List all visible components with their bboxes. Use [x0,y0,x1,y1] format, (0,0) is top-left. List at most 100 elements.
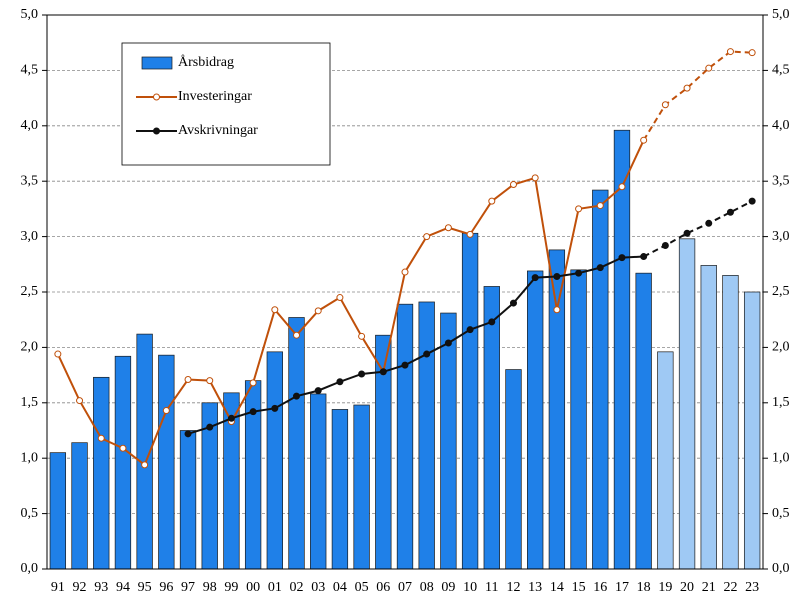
x-tick-label: 20 [680,580,694,595]
bar [678,238,696,570]
bar [635,272,652,570]
x-tick-label: 06 [376,580,390,595]
y2-tick-label: 3,5 [772,173,790,188]
x-tick-label: 94 [116,580,130,595]
bar [505,369,522,570]
series-marker [705,64,713,72]
bar [288,317,305,570]
bar [700,265,717,570]
x-tick-label: 16 [593,580,607,595]
y2-tick-label: 2,5 [772,284,790,299]
bar [49,452,67,570]
bar [483,286,500,570]
bar [353,404,370,570]
series-marker [726,48,734,56]
series-marker [509,181,517,189]
legend-marker [153,127,160,135]
bar [440,312,457,570]
series-marker [553,272,561,280]
series-marker [358,332,366,340]
series-marker [661,101,669,109]
bar [570,269,587,570]
series-marker [423,233,431,241]
series-marker [249,379,257,387]
series-marker [401,268,409,276]
series-marker [444,339,452,347]
x-tick-label: 15 [572,580,586,595]
bar [179,430,197,570]
x-tick-label: 12 [506,580,520,595]
x-tick-label: 19 [658,580,672,595]
bar [592,189,609,570]
x-tick-label: 10 [463,580,477,595]
series-marker [423,350,431,358]
bar [657,351,674,570]
plot-frame [46,14,764,570]
series-marker [683,84,691,92]
y2-tick-label: 3,0 [772,229,790,244]
x-tick-label: 92 [73,580,87,595]
x-tick-label: 91 [51,580,65,595]
series-marker [336,294,344,302]
series-marker [379,368,387,376]
series-line [642,50,753,141]
y2-tick-label: 4,5 [772,63,790,78]
bar [71,442,88,570]
x-tick-label: 17 [615,580,629,595]
series-marker [314,307,322,315]
y-tick-label: 2,0 [21,340,39,355]
series-marker [488,197,496,205]
series-marker [249,408,257,416]
y2-tick-label: 1,5 [772,395,790,410]
x-tick-label: 05 [355,580,369,595]
legend-label: Avskrivningar [178,123,258,138]
bar [396,303,414,570]
y-tick-label: 4,5 [21,63,39,78]
y-tick-label: 4,0 [21,118,39,133]
x-tick-label: 09 [441,580,455,595]
bar [418,301,435,570]
legend-marker [153,93,160,101]
legend-swatch [141,56,173,70]
x-tick-label: 93 [94,580,108,595]
y-tick-label: 1,0 [21,450,39,465]
series-marker [336,378,344,386]
series-marker [293,392,301,400]
y2-tick-label: 5,0 [772,7,790,22]
series-marker [293,331,301,339]
series-marker [54,350,62,358]
series-marker [358,370,366,378]
y-tick-label: 0,0 [21,561,39,576]
series-marker [76,397,84,405]
series-marker [401,361,409,369]
series-marker [444,224,452,232]
series-marker [488,318,496,326]
series-marker [748,49,756,57]
bar [548,249,566,570]
series-marker [640,253,648,261]
series-marker [271,404,279,412]
x-tick-label: 99 [224,580,238,595]
series-marker [683,229,691,237]
series-marker [726,208,734,216]
series-marker [184,376,192,384]
x-tick-label: 21 [702,580,716,595]
y-tick-label: 0,5 [21,506,39,521]
bar [158,354,175,570]
series-marker [705,219,713,227]
legend-label: Årsbidrag [178,54,234,70]
series-line [643,200,753,258]
series-marker [553,306,561,314]
x-tick-label: 04 [333,580,347,595]
series-marker [596,202,604,210]
series-marker [206,377,214,385]
y2-tick-label: 0,0 [772,561,790,576]
bar [722,275,739,570]
series-marker [596,264,604,272]
y2-tick-label: 1,0 [772,450,790,465]
series-marker [509,299,517,307]
x-tick-label: 14 [550,580,564,595]
y-tick-label: 2,5 [21,284,39,299]
x-tick-label: 18 [637,580,651,595]
series-marker [575,269,583,277]
